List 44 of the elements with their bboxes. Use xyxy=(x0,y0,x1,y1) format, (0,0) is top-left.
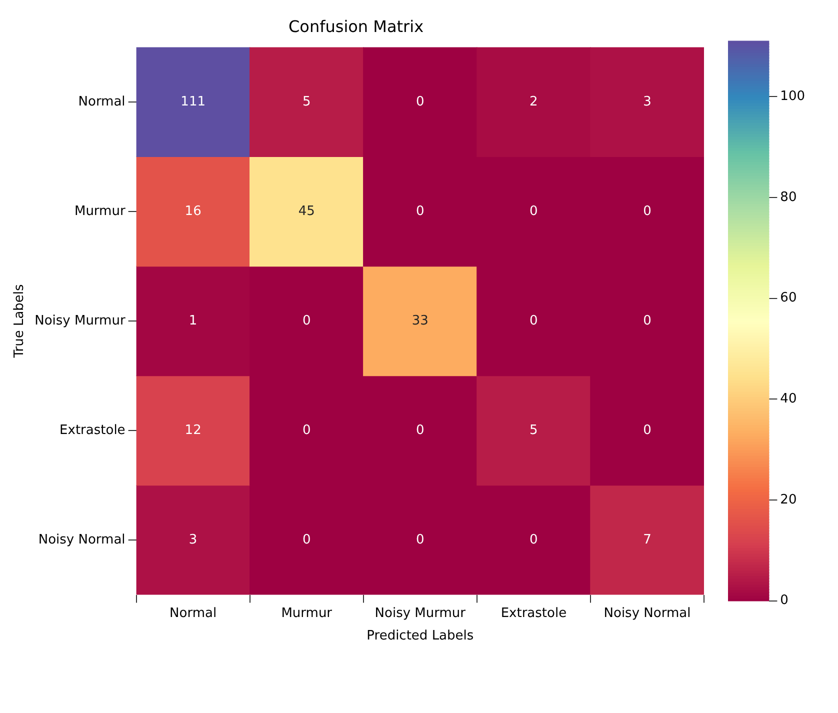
data-label: 0 xyxy=(416,204,424,219)
data-label: 5 xyxy=(302,94,311,110)
x-tick-label: Murmur xyxy=(281,606,333,621)
y-axis-title: True Labels xyxy=(12,284,28,359)
color-bar-label: 40 xyxy=(780,392,797,407)
data-label: 33 xyxy=(412,313,428,328)
data-label: 0 xyxy=(416,422,424,438)
data-label: 45 xyxy=(298,204,315,219)
data-label: 7 xyxy=(643,532,652,548)
x-tick-label: Extrastole xyxy=(500,606,567,621)
data-label: 0 xyxy=(416,532,424,548)
data-label: 16 xyxy=(184,204,202,219)
x-axis-title: Predicted Labels xyxy=(366,628,474,644)
data-label: 0 xyxy=(302,422,311,438)
color-bar-label: 100 xyxy=(780,89,806,104)
data-label: 0 xyxy=(416,94,424,110)
x-tick-label: Normal xyxy=(170,606,217,621)
data-label: 0 xyxy=(530,204,538,219)
color-bar-label: 60 xyxy=(780,290,797,306)
data-label: 3 xyxy=(643,94,652,110)
y-tick-label: Normal xyxy=(78,94,126,110)
data-label: 0 xyxy=(530,532,538,548)
color-bar-label: 0 xyxy=(780,593,788,608)
data-label: 12 xyxy=(184,422,202,438)
data-label: 0 xyxy=(530,313,538,328)
data-label: 1 xyxy=(188,313,198,328)
y-tick-label: Murmur xyxy=(74,204,126,219)
y-tick-label: Noisy Murmur xyxy=(34,313,126,328)
data-label: 5 xyxy=(530,422,538,438)
data-label: 0 xyxy=(302,313,311,328)
x-tick-label: Noisy Murmur xyxy=(374,606,466,621)
data-label: 3 xyxy=(188,532,198,548)
data-label: 0 xyxy=(643,422,652,438)
y-tick-label: Extrastole xyxy=(60,422,126,438)
data-label: 0 xyxy=(643,313,652,328)
chart-title: Confusion Matrix xyxy=(288,16,424,36)
y-tick-label: Noisy Normal xyxy=(38,532,126,548)
data-label: 0 xyxy=(643,204,652,219)
color-bar-label: 20 xyxy=(780,492,797,508)
x-tick-label: Noisy Normal xyxy=(604,606,691,621)
color-bar-label: 80 xyxy=(780,190,797,205)
data-label: 111 xyxy=(180,94,206,110)
data-label: 0 xyxy=(302,532,311,548)
data-label: 2 xyxy=(530,94,538,110)
